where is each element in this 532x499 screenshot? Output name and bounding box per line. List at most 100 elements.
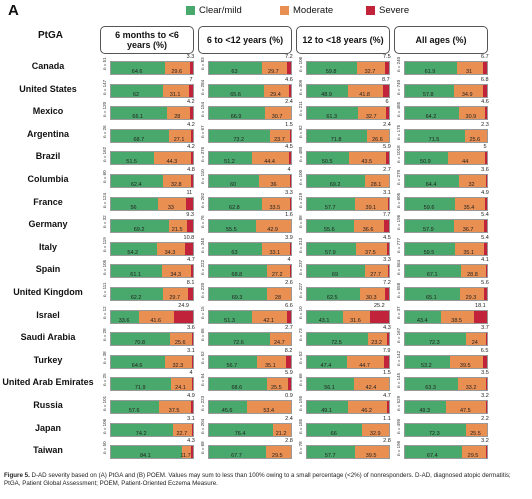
data-label-moderate: 35.4: [463, 204, 475, 211]
data-label-clear-mild: 51.5: [126, 159, 137, 166]
stacked-bar: [306, 241, 390, 256]
data-label-severe: 2.6: [285, 280, 293, 286]
sample-size-label: n = 60: [102, 170, 107, 184]
bar-segment-moderate: [264, 84, 289, 97]
bar-segment-clear-mild: [307, 423, 363, 436]
bar-segment-severe: [187, 220, 193, 233]
data-label-severe: 3.1: [187, 347, 195, 354]
bar-segment-clear-mild: [307, 175, 366, 187]
data-label-clear-mild: 57.8: [422, 91, 434, 98]
country-label-argentina: Argentina: [26, 128, 69, 139]
bar-segment-moderate: [267, 288, 291, 300]
sample-size-label: n = 110: [200, 169, 205, 185]
sample-size-label: n = 54: [200, 374, 205, 387]
stacked-bar: [404, 264, 488, 279]
bar-segment-moderate: [456, 62, 484, 74]
data-label-severe: 24.9: [178, 302, 189, 309]
stacked-bar: [110, 287, 194, 301]
data-label-clear-mild: 60: [230, 182, 237, 188]
data-label-clear-mild: 51.3: [224, 317, 235, 324]
data-label-clear-mild: 53.2: [420, 362, 432, 369]
stacked-bar: [306, 422, 390, 437]
data-label-severe: 4.2: [186, 99, 195, 106]
data-label-severe: 1.6: [285, 212, 293, 219]
data-label-clear-mild: 62.5: [326, 295, 338, 301]
sample-size-label: n = 777: [396, 237, 401, 253]
data-label-moderate: 44.3: [166, 159, 178, 166]
bar-segment-moderate: [367, 333, 388, 346]
figure-caption: Figure 5. D-AD severity based on (A) PtG…: [4, 472, 528, 487]
bar-segment-severe: [484, 152, 487, 165]
sample-size-label: n = 142: [396, 350, 401, 366]
stacked-bar: [208, 241, 292, 256]
stacked-bar: [208, 400, 292, 414]
bar-segment-moderate: [465, 423, 487, 436]
bar-segment-moderate: [355, 446, 389, 459]
bar-segment-clear-mild: [405, 378, 459, 391]
data-label-severe: 3.2: [481, 393, 489, 399]
sample-size-label: n = 147: [102, 79, 107, 95]
data-label-clear-mild: 68.6: [231, 385, 243, 392]
data-label-moderate: 39.1: [365, 204, 377, 211]
data-label-clear-mild: 50.5: [321, 159, 333, 166]
data-label-clear-mild: 72.6: [233, 340, 244, 347]
bar-segment-clear-mild: [111, 242, 157, 255]
data-label-clear-mild: 69.2: [329, 182, 341, 188]
bar-segment-clear-mild: [307, 401, 349, 413]
data-label-moderate: 23.7: [274, 136, 285, 143]
country-label-taiwan: Taiwan: [33, 445, 63, 456]
data-label-severe: 7.5: [383, 54, 391, 60]
data-label-clear-mild: 64.6: [131, 69, 143, 75]
bar-segment-severe: [484, 220, 487, 233]
bar-segment-moderate: [355, 242, 388, 255]
sample-size-label: n = 195: [298, 395, 303, 411]
bar-segment-severe: [486, 446, 487, 459]
data-label-moderate: 34.9: [461, 91, 473, 98]
sample-size-label: n = 145: [396, 372, 401, 388]
data-label-clear-mild: 70.8: [134, 340, 146, 347]
sample-size-label: n = 106: [102, 418, 107, 434]
data-label-moderate: 29.5: [271, 453, 283, 460]
bar-segment-severe: [191, 378, 193, 391]
bar-segment-severe: [484, 242, 487, 255]
data-label-moderate: 33.5: [269, 204, 281, 211]
data-label-clear-mild: 66: [330, 430, 337, 437]
row-header-ptga: PtGA: [38, 30, 63, 41]
data-label-moderate: 25.5: [270, 385, 282, 392]
data-label-moderate: 42.1: [263, 317, 275, 324]
bar-segment-severe: [289, 242, 291, 255]
stacked-bar: [404, 332, 488, 347]
data-label-moderate: 47.5: [460, 408, 471, 414]
bar-segment-moderate: [355, 197, 389, 210]
data-label-severe: 18.1: [475, 302, 486, 309]
data-label-moderate: 28: [274, 295, 282, 301]
bar-segment-moderate: [256, 355, 287, 368]
data-label-severe: 5.4: [481, 234, 489, 241]
sample-size-label: n = 227: [298, 282, 303, 298]
data-label-severe: 4.3: [187, 438, 195, 445]
data-label-severe: 1.5: [285, 121, 293, 128]
bar-segment-moderate: [165, 62, 191, 74]
bar-segment-severe: [286, 62, 291, 74]
stacked-bar: [306, 196, 390, 211]
column-header-6-12y: 6 to <12 years (%): [198, 26, 292, 54]
bar-segment-clear-mild: [307, 197, 356, 210]
bar-segment-clear-mild: [405, 423, 466, 436]
data-label-clear-mild: 61.3: [326, 114, 338, 121]
bar-segment-moderate: [154, 152, 192, 165]
stacked-bar: [110, 151, 194, 166]
bar-segment-moderate: [453, 220, 485, 233]
data-label-clear-mild: 59.8: [325, 69, 337, 75]
bar-segment-severe: [487, 424, 488, 436]
data-label-clear-mild: 68.7: [133, 136, 145, 143]
bar-segment-moderate: [359, 288, 385, 300]
bar-segment-clear-mild: [307, 152, 350, 165]
bar-segment-clear-mild: [405, 265, 462, 278]
bar-segment-moderate: [458, 107, 485, 120]
sample-size-label: n = 52: [298, 351, 303, 365]
stacked-bar: [404, 61, 488, 75]
bar-segment-severe: [189, 84, 193, 97]
data-label-moderate: 35.1: [265, 362, 276, 369]
bar-segment-moderate: [261, 197, 290, 210]
data-label-moderate: 29.7: [268, 69, 279, 75]
